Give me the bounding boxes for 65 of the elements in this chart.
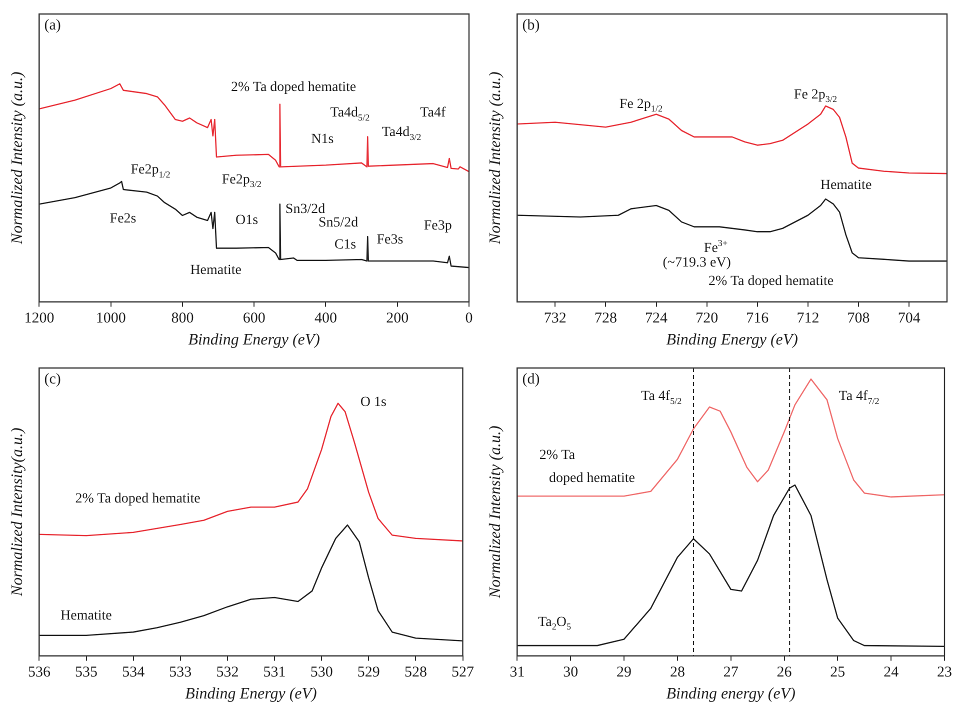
x-tick-label: 532 (216, 664, 239, 681)
annotation: C1s (334, 237, 356, 252)
annotation: Fe3p (424, 218, 452, 234)
y-axis-title: Normalized Intensity (a.u.) (486, 426, 504, 600)
x-tick-label: 31 (510, 664, 525, 681)
x-tick-label: 708 (847, 310, 870, 327)
x-tick-label: 529 (357, 664, 380, 681)
x-tick-label: 1200 (24, 310, 54, 327)
x-tick-label: 1000 (96, 310, 126, 327)
x-tick-label: 527 (452, 664, 474, 681)
x-tick-label: 400 (314, 310, 337, 327)
y-axis-title: Normalized Intensity(a.u.) (8, 428, 26, 598)
x-tick-label: 534 (122, 664, 146, 681)
x-tick-label: 528 (404, 664, 427, 681)
x-tick-label: 728 (594, 310, 617, 327)
x-tick-label: 23 (937, 664, 952, 681)
x-tick-label: 30 (563, 664, 578, 681)
x-tick-label: 732 (544, 310, 566, 327)
x-tick-label: 29 (616, 664, 632, 681)
x-axis-title: Binding energy (eV) (666, 686, 796, 703)
x-axis-title: Binding Energy (eV) (185, 686, 317, 703)
x-tick-label: 28 (670, 664, 685, 681)
annotation: 2% Ta doped hematite (230, 80, 356, 95)
chart-title: (d) (522, 371, 540, 388)
annotation: (~719.3 eV) (662, 255, 732, 270)
x-tick-label: 704 (898, 310, 921, 327)
y-axis-title: Normalized Intensity (a.u.) (486, 72, 504, 246)
x-tick-label: 716 (746, 310, 770, 327)
annotation: O1s (236, 213, 258, 228)
annotation: Sn3/2d (285, 202, 326, 217)
annotation: Hematite (60, 608, 112, 624)
x-tick-label: 533 (169, 664, 192, 681)
annotation: Ta4f (420, 106, 446, 121)
chart-title: (a) (44, 17, 61, 34)
annotation: Sn5/2d (318, 215, 358, 230)
x-tick-label: 27 (723, 664, 739, 681)
annotation: O 1s (360, 395, 386, 410)
x-tick-label: 800 (171, 310, 194, 327)
annotation: Fe3s (376, 232, 404, 248)
x-axis-title: Binding Energy (eV) (188, 332, 320, 349)
annotation: Hematite (190, 262, 242, 278)
annotation: 2% Ta doped hematite (708, 274, 834, 290)
annotation: N1s (311, 132, 334, 147)
chart-title: (c) (44, 371, 61, 388)
x-tick-label: 712 (796, 310, 820, 327)
x-axis-title: Binding Energy (eV) (666, 332, 798, 349)
annotation: 2% Ta (539, 448, 576, 464)
x-tick-label: 26 (776, 664, 792, 681)
x-tick-label: 24 (884, 664, 900, 681)
x-tick-label: 536 (28, 664, 51, 681)
y-axis-title: Normalized Intensity (a.u.) (8, 72, 26, 246)
x-tick-label: 724 (645, 310, 668, 327)
x-tick-label: 0 (465, 310, 473, 327)
annotation: 2% Ta doped hematite (75, 491, 200, 506)
annotation: doped hematite (549, 470, 635, 486)
x-tick-label: 531 (263, 664, 286, 681)
annotation: Fe2s (110, 211, 136, 226)
x-tick-label: 200 (386, 310, 409, 327)
x-tick-label: 530 (310, 664, 333, 681)
x-tick-label: 600 (242, 310, 266, 327)
x-tick-label: 25 (830, 664, 846, 681)
x-tick-label: 535 (75, 664, 98, 681)
annotation: Hematite (820, 178, 872, 193)
x-tick-label: 720 (696, 310, 718, 327)
chart-title: (b) (522, 17, 540, 34)
